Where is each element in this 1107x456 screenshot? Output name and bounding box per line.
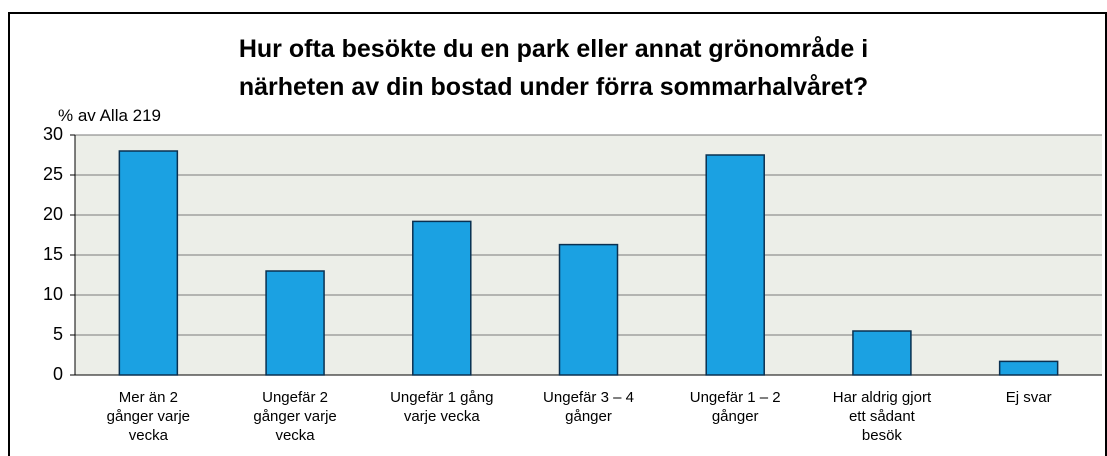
x-tick-label: Ungefär 2 gånger varje vecka (253, 389, 337, 444)
bar (412, 220, 472, 376)
x-tick-label: Mer än 2 gånger varje vecka (106, 389, 191, 444)
bar (705, 154, 765, 376)
x-tick-label: Ungefär 1 – 2 gånger (689, 389, 781, 425)
y-tick-label: 5 (53, 324, 63, 344)
bar (998, 360, 1059, 376)
x-tick-label: Ungefär 3 – 4 gånger (543, 389, 634, 425)
y-axis-label: % av Alla 219 (58, 106, 162, 125)
chart-title: Hur ofta besökte du en park eller annat … (238, 35, 869, 101)
y-tick-label: 10 (43, 284, 63, 304)
bar (118, 150, 179, 376)
x-tick-label: Ungefär 1 gång varje vecka (390, 389, 494, 425)
y-tick-label: 20 (43, 204, 63, 224)
y-tick-label: 0 (53, 364, 63, 384)
y-tick-label: 25 (43, 164, 63, 184)
x-tick-label: Ej svar (1005, 389, 1052, 406)
x-tick-label: Har aldrig gjort ett sådant besök (832, 389, 932, 444)
bar (558, 243, 619, 376)
bar (265, 270, 325, 376)
bar (852, 330, 912, 376)
y-tick-label: 15 (43, 244, 63, 264)
y-tick-label: 30 (43, 124, 63, 144)
